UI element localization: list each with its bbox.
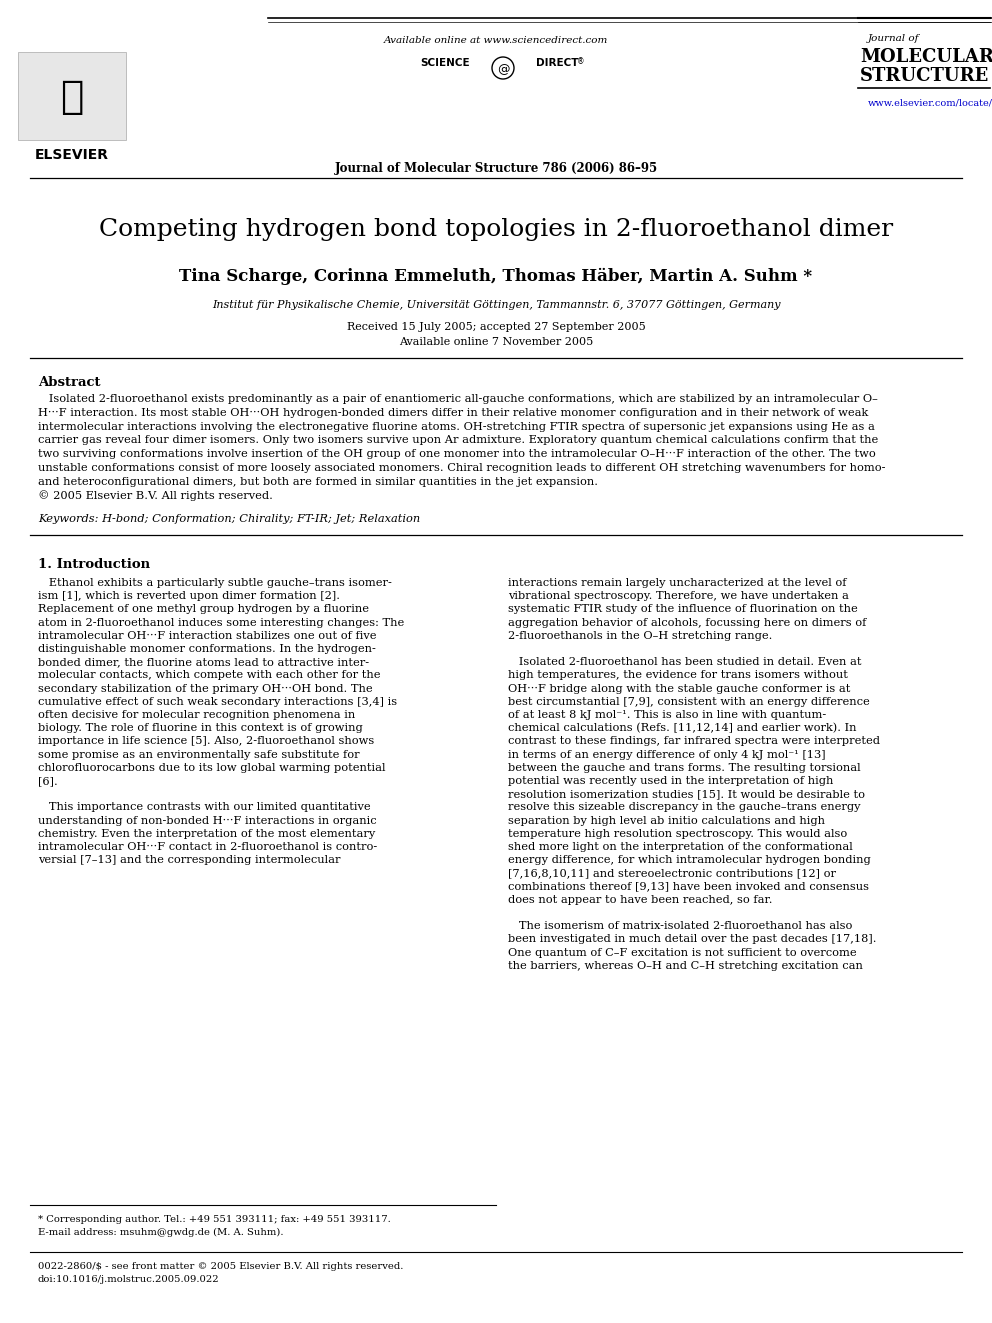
Text: atom in 2-fluoroethanol induces some interesting changes: The: atom in 2-fluoroethanol induces some int…: [38, 618, 405, 627]
Text: vibrational spectroscopy. Therefore, we have undertaken a: vibrational spectroscopy. Therefore, we …: [508, 591, 849, 601]
Text: STRUCTURE: STRUCTURE: [860, 67, 989, 85]
Text: SCIENCE: SCIENCE: [421, 58, 470, 67]
Text: resolve this sizeable discrepancy in the gauche–trans energy: resolve this sizeable discrepancy in the…: [508, 803, 860, 812]
Text: shed more light on the interpretation of the conformational: shed more light on the interpretation of…: [508, 841, 853, 852]
Text: importance in life science [5]. Also, 2-fluoroethanol shows: importance in life science [5]. Also, 2-…: [38, 737, 374, 746]
Text: the barriers, whereas O–H and C–H stretching excitation can: the barriers, whereas O–H and C–H stretc…: [508, 960, 863, 971]
Text: @: @: [497, 64, 509, 75]
Text: Journal of: Journal of: [868, 34, 920, 44]
Text: understanding of non-bonded H···F interactions in organic: understanding of non-bonded H···F intera…: [38, 815, 377, 826]
Text: Isolated 2-fluoroethanol has been studied in detail. Even at: Isolated 2-fluoroethanol has been studie…: [508, 658, 861, 667]
Text: intermolecular interactions involving the electronegative fluorine atoms. OH-str: intermolecular interactions involving th…: [38, 422, 875, 431]
Text: chemical calculations (Refs. [11,12,14] and earlier work). In: chemical calculations (Refs. [11,12,14] …: [508, 724, 856, 733]
Text: DIRECT: DIRECT: [536, 58, 578, 67]
Text: been investigated in much detail over the past decades [17,18].: been investigated in much detail over th…: [508, 934, 877, 945]
Text: Available online 7 November 2005: Available online 7 November 2005: [399, 337, 593, 347]
Text: intramolecular OH···F contact in 2-fluoroethanol is contro-: intramolecular OH···F contact in 2-fluor…: [38, 841, 377, 852]
Text: energy difference, for which intramolecular hydrogen bonding: energy difference, for which intramolecu…: [508, 855, 871, 865]
Text: The isomerism of matrix-isolated 2-fluoroethanol has also: The isomerism of matrix-isolated 2-fluor…: [508, 921, 852, 931]
Text: ®: ®: [577, 57, 584, 66]
Text: © 2005 Elsevier B.V. All rights reserved.: © 2005 Elsevier B.V. All rights reserved…: [38, 491, 273, 501]
Text: E-mail address: msuhm@gwdg.de (M. A. Suhm).: E-mail address: msuhm@gwdg.de (M. A. Suh…: [38, 1228, 284, 1237]
Text: 🌲: 🌲: [61, 78, 83, 116]
Text: Abstract: Abstract: [38, 376, 100, 389]
Text: [7,16,8,10,11] and stereoelectronic contributions [12] or: [7,16,8,10,11] and stereoelectronic cont…: [508, 868, 836, 878]
Text: 2-fluoroethanols in the O–H stretching range.: 2-fluoroethanols in the O–H stretching r…: [508, 631, 773, 640]
Text: does not appear to have been reached, so far.: does not appear to have been reached, so…: [508, 894, 773, 905]
Text: Isolated 2-fluoroethanol exists predominantly as a pair of enantiomeric all-gauc: Isolated 2-fluoroethanol exists predomin…: [38, 394, 878, 404]
Text: bonded dimer, the fluorine atoms lead to attractive inter-: bonded dimer, the fluorine atoms lead to…: [38, 658, 369, 667]
Text: intramolecular OH···F interaction stabilizes one out of five: intramolecular OH···F interaction stabil…: [38, 631, 377, 640]
Text: molecular contacts, which compete with each other for the: molecular contacts, which compete with e…: [38, 671, 381, 680]
Text: separation by high level ab initio calculations and high: separation by high level ab initio calcu…: [508, 815, 825, 826]
Text: One quantum of C–F excitation is not sufficient to overcome: One quantum of C–F excitation is not suf…: [508, 947, 857, 958]
Text: often decisive for molecular recognition phenomena in: often decisive for molecular recognition…: [38, 710, 355, 720]
Text: ELSEVIER: ELSEVIER: [35, 148, 109, 161]
Text: best circumstantial [7,9], consistent with an energy difference: best circumstantial [7,9], consistent wi…: [508, 697, 870, 706]
Text: Institut für Physikalische Chemie, Universität Göttingen, Tammannstr. 6, 37077 G: Institut für Physikalische Chemie, Unive…: [211, 300, 781, 310]
Text: Available online at www.sciencedirect.com: Available online at www.sciencedirect.co…: [384, 36, 608, 45]
Text: distinguishable monomer conformations. In the hydrogen-: distinguishable monomer conformations. I…: [38, 644, 376, 654]
Text: two surviving conformations involve insertion of the OH group of one monomer int: two surviving conformations involve inse…: [38, 450, 876, 459]
Text: of at least 8 kJ mol⁻¹. This is also in line with quantum-: of at least 8 kJ mol⁻¹. This is also in …: [508, 710, 826, 720]
Bar: [18, 52, 126, 140]
Text: Tina Scharge, Corinna Emmeluth, Thomas Häber, Martin A. Suhm *: Tina Scharge, Corinna Emmeluth, Thomas H…: [180, 269, 812, 286]
Text: 0022-2860/$ - see front matter © 2005 Elsevier B.V. All rights reserved.: 0022-2860/$ - see front matter © 2005 El…: [38, 1262, 404, 1271]
Text: Journal of Molecular Structure 786 (2006) 86–95: Journal of Molecular Structure 786 (2006…: [334, 161, 658, 175]
Text: Ethanol exhibits a particularly subtle gauche–trans isomer-: Ethanol exhibits a particularly subtle g…: [38, 578, 392, 587]
Text: [6].: [6].: [38, 777, 58, 786]
Text: Replacement of one methyl group hydrogen by a fluorine: Replacement of one methyl group hydrogen…: [38, 605, 369, 614]
Text: This importance contrasts with our limited quantitative: This importance contrasts with our limit…: [38, 803, 371, 812]
Text: systematic FTIR study of the influence of fluorination on the: systematic FTIR study of the influence o…: [508, 605, 858, 614]
Text: 1. Introduction: 1. Introduction: [38, 558, 150, 572]
Text: www.elsevier.com/locate/molstruc: www.elsevier.com/locate/molstruc: [868, 98, 992, 107]
Text: interactions remain largely uncharacterized at the level of: interactions remain largely uncharacteri…: [508, 578, 846, 587]
Text: Keywords: H-bond; Conformation; Chirality; FT-IR; Jet; Relaxation: Keywords: H-bond; Conformation; Chiralit…: [38, 515, 421, 524]
Text: doi:10.1016/j.molstruc.2005.09.022: doi:10.1016/j.molstruc.2005.09.022: [38, 1275, 219, 1285]
Text: chemistry. Even the interpretation of the most elementary: chemistry. Even the interpretation of th…: [38, 828, 375, 839]
Text: * Corresponding author. Tel.: +49 551 393111; fax: +49 551 393117.: * Corresponding author. Tel.: +49 551 39…: [38, 1215, 391, 1224]
Text: ism [1], which is reverted upon dimer formation [2].: ism [1], which is reverted upon dimer fo…: [38, 591, 340, 601]
Text: unstable conformations consist of more loosely associated monomers. Chiral recog: unstable conformations consist of more l…: [38, 463, 886, 474]
Text: aggregation behavior of alcohols, focussing here on dimers of: aggregation behavior of alcohols, focuss…: [508, 618, 866, 627]
Text: resolution isomerization studies [15]. It would be desirable to: resolution isomerization studies [15]. I…: [508, 790, 865, 799]
Text: OH···F bridge along with the stable gauche conformer is at: OH···F bridge along with the stable gauc…: [508, 684, 850, 693]
Text: chlorofluorocarbons due to its low global warming potential: chlorofluorocarbons due to its low globa…: [38, 763, 386, 773]
Text: temperature high resolution spectroscopy. This would also: temperature high resolution spectroscopy…: [508, 828, 847, 839]
Text: Received 15 July 2005; accepted 27 September 2005: Received 15 July 2005; accepted 27 Septe…: [346, 321, 646, 332]
Text: high temperatures, the evidence for trans isomers without: high temperatures, the evidence for tran…: [508, 671, 848, 680]
Text: some promise as an environmentally safe substitute for: some promise as an environmentally safe …: [38, 750, 360, 759]
Text: H···F interaction. Its most stable OH···OH hydrogen-bonded dimers differ in thei: H···F interaction. Its most stable OH···…: [38, 407, 868, 418]
Text: biology. The role of fluorine in this context is of growing: biology. The role of fluorine in this co…: [38, 724, 363, 733]
Text: contrast to these findings, far infrared spectra were interpreted: contrast to these findings, far infrared…: [508, 737, 880, 746]
Text: Competing hydrogen bond topologies in 2-fluoroethanol dimer: Competing hydrogen bond topologies in 2-…: [99, 218, 893, 241]
Text: MOLECULAR: MOLECULAR: [860, 48, 992, 66]
Text: versial [7–13] and the corresponding intermolecular: versial [7–13] and the corresponding int…: [38, 855, 340, 865]
Text: secondary stabilization of the primary OH···OH bond. The: secondary stabilization of the primary O…: [38, 684, 373, 693]
Text: and heteroconfigurational dimers, but both are formed in similar quantities in t: and heteroconfigurational dimers, but bo…: [38, 476, 598, 487]
Text: cumulative effect of such weak secondary interactions [3,4] is: cumulative effect of such weak secondary…: [38, 697, 397, 706]
Text: carrier gas reveal four dimer isomers. Only two isomers survive upon Ar admixtur: carrier gas reveal four dimer isomers. O…: [38, 435, 878, 446]
Text: between the gauche and trans forms. The resulting torsional: between the gauche and trans forms. The …: [508, 763, 861, 773]
Text: potential was recently used in the interpretation of high: potential was recently used in the inter…: [508, 777, 833, 786]
Text: in terms of an energy difference of only 4 kJ mol⁻¹ [13]: in terms of an energy difference of only…: [508, 750, 825, 759]
Text: combinations thereof [9,13] have been invoked and consensus: combinations thereof [9,13] have been in…: [508, 881, 869, 892]
